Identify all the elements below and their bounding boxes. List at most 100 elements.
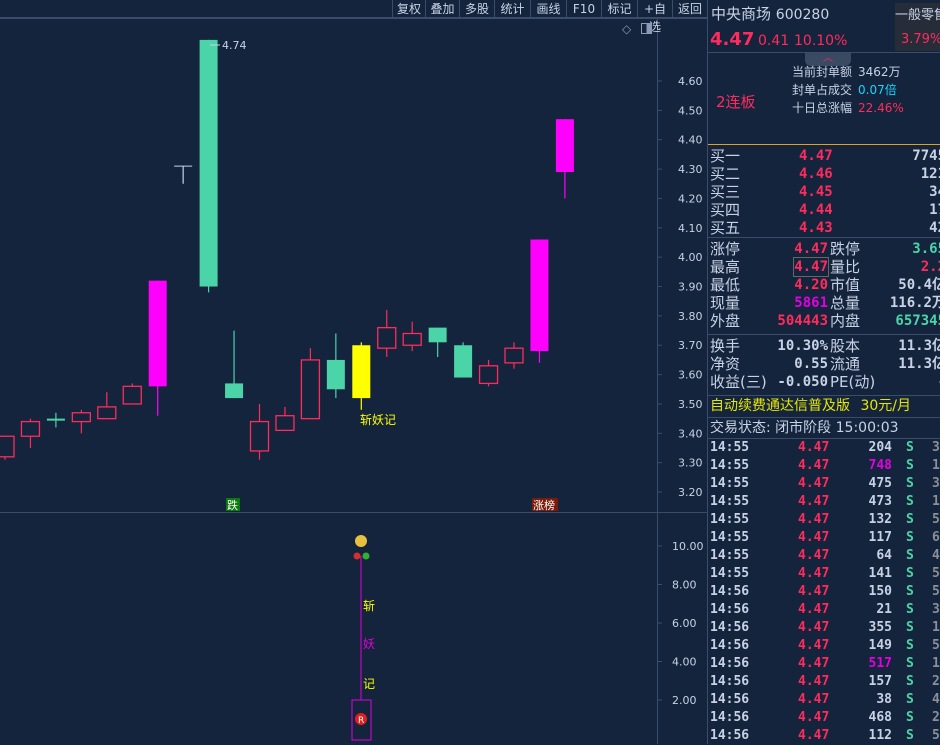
indicator-char: 妖 xyxy=(363,637,375,651)
y-tick-label: 3.30 xyxy=(678,457,703,470)
y-tick-label: 3.70 xyxy=(678,339,703,352)
limit-info-label: 十日总涨幅 xyxy=(792,101,853,115)
candle xyxy=(148,280,167,416)
tick-price: 4.47 xyxy=(798,440,830,455)
candle xyxy=(454,342,473,378)
toolbar-button[interactable]: F10 xyxy=(566,0,601,18)
toolbar-button[interactable]: 统计 xyxy=(494,0,530,18)
high-price-label: 4.74 xyxy=(222,39,247,52)
tick-count: 3 xyxy=(932,476,940,491)
candle-body xyxy=(122,385,142,405)
tick-count: 5 xyxy=(932,512,940,527)
tag-rank-bg xyxy=(532,498,558,511)
indicator-box xyxy=(351,699,372,741)
y-tick-label: 4.20 xyxy=(678,192,703,205)
tick-time: 14:56 xyxy=(710,674,750,689)
toolbar-button[interactable]: 叠加 xyxy=(425,0,459,18)
limit-info-label: 封单占成交 xyxy=(792,83,853,97)
tick-time: 14:55 xyxy=(710,440,750,455)
tick-time: 14:55 xyxy=(710,458,750,473)
candle xyxy=(225,330,244,399)
stock-code: 600280 xyxy=(775,7,830,23)
sector-name: 一般零售 xyxy=(895,8,940,23)
stat-label: 最高 xyxy=(710,258,741,276)
candle xyxy=(555,119,574,199)
stat-label: 内盘 xyxy=(830,312,861,330)
tick-volume: 141 xyxy=(868,566,892,581)
candle-body xyxy=(428,327,447,343)
candle xyxy=(0,435,15,460)
toolbar-button[interactable]: 标记 xyxy=(601,0,637,18)
candle xyxy=(478,359,499,387)
ind-tick-label: 4.00 xyxy=(672,656,697,669)
candle xyxy=(352,342,371,410)
tick-price: 4.47 xyxy=(798,494,830,509)
stat-label: 收益(三) xyxy=(710,373,767,391)
stat-label: 总量 xyxy=(830,294,861,312)
tick-side: S xyxy=(906,728,914,743)
tick-price: 4.47 xyxy=(798,602,830,617)
tick-volume: 112 xyxy=(868,728,892,743)
red-ball-icon xyxy=(353,552,361,560)
toolbar-button[interactable]: 复权 xyxy=(392,0,425,18)
bid-price: 4.47 xyxy=(799,148,833,164)
limit-info-value: 3462万 xyxy=(858,65,901,79)
candle-body xyxy=(46,418,65,421)
tick-price: 4.47 xyxy=(798,656,830,671)
candle xyxy=(97,392,117,420)
candle xyxy=(377,310,397,357)
candle xyxy=(71,409,91,434)
tick-price: 4.47 xyxy=(798,476,830,491)
tick-time: 14:56 xyxy=(710,656,750,671)
tick-price: 4.47 xyxy=(798,728,830,743)
collapse-chevron-icon[interactable]: ︿ xyxy=(805,53,851,66)
tick-time: 14:55 xyxy=(710,530,750,545)
candle-body xyxy=(71,412,91,423)
stat-value: 5861 xyxy=(794,295,828,311)
tick-time: 14:56 xyxy=(710,710,750,725)
tick-count: 5 xyxy=(932,638,940,653)
ad-banner[interactable]: 自动续费通达信普及版 30元/月 xyxy=(710,397,911,415)
toolbar-button[interactable]: +自选 xyxy=(637,0,672,34)
tick-price: 4.47 xyxy=(798,620,830,635)
stat-label: PE(动) xyxy=(830,373,876,391)
stat-value: 3.65 xyxy=(912,241,940,257)
indicator-char: 记 xyxy=(363,677,375,691)
tick-side: S xyxy=(906,566,914,581)
stat-value: 4.47 xyxy=(794,241,828,257)
stat-label: 最低 xyxy=(710,276,741,294)
panel-toggle-icon[interactable] xyxy=(641,23,652,34)
tick-count: 3 xyxy=(932,440,940,455)
tick-volume: 64 xyxy=(876,548,892,563)
tick-volume: 117 xyxy=(868,530,892,545)
ind-tick-label: 6.00 xyxy=(672,617,697,630)
bid-price: 4.43 xyxy=(799,220,833,236)
candle xyxy=(199,39,218,293)
candle xyxy=(249,403,270,460)
y-tick-label: 4.40 xyxy=(678,134,703,147)
bid-label: 买三 xyxy=(710,183,741,201)
toolbar-button[interactable]: 画线 xyxy=(530,0,566,18)
tag-rank: 涨榜 xyxy=(533,498,555,512)
toolbar-button[interactable]: 返回 xyxy=(672,0,707,18)
stat-value: -0.050 xyxy=(777,374,828,390)
diamond-icon[interactable]: ◇ xyxy=(622,22,632,36)
kline-chart[interactable]: 4.60 4.50 4.40 4.30 4.20 4.10 4.00 3.90 3.80 3.70… xyxy=(0,0,707,744)
tick-volume: 475 xyxy=(868,476,892,491)
candle xyxy=(300,348,321,420)
tick-volume: 468 xyxy=(868,710,892,725)
candle-body xyxy=(300,359,321,420)
stat-value: 10.30% xyxy=(777,338,828,354)
stat-value: 657345 xyxy=(895,313,940,329)
toolbar-button[interactable]: 多股 xyxy=(459,0,494,18)
stat-label: 换手 xyxy=(710,337,741,355)
bid-price: 4.44 xyxy=(799,202,833,218)
r-drop-label: R xyxy=(358,716,364,726)
stock-name: 中央商场 600280 xyxy=(711,5,829,23)
quote-panel: 中央商场 600280 一般零售 3.79% 4.47 0.41 10.10% … xyxy=(707,0,940,744)
candle-body xyxy=(97,406,117,420)
sector-box[interactable]: 一般零售 3.79% xyxy=(895,3,940,51)
candle-body xyxy=(148,280,167,387)
tick-count: 4 xyxy=(932,692,940,707)
y-tick-label: 4.50 xyxy=(678,104,703,117)
